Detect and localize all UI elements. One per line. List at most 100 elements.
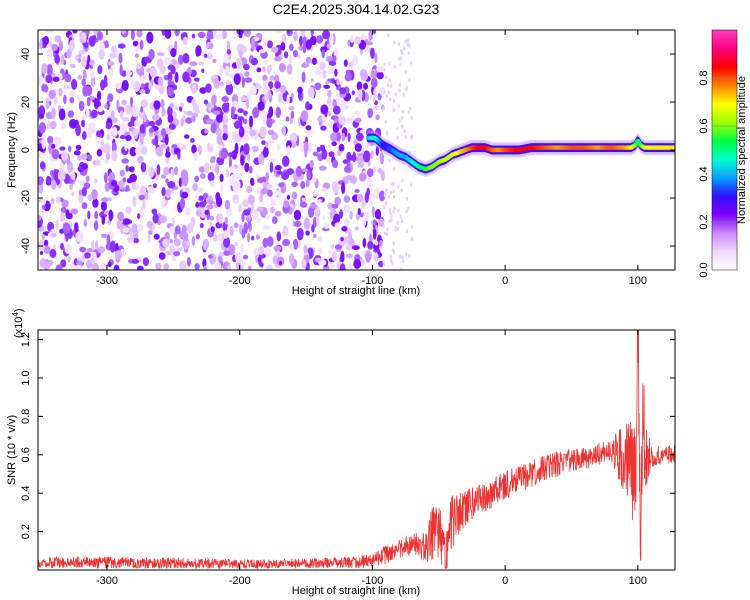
noise-blob xyxy=(43,84,49,93)
noise-blob xyxy=(81,115,88,120)
spectrogram-y-axis: -40 -20 0 20 40 xyxy=(20,48,675,254)
noise-blob xyxy=(321,148,328,160)
noise-blob xyxy=(42,35,50,46)
noise-blob xyxy=(285,116,290,122)
noise-blob-sparse xyxy=(407,110,410,115)
colorbar-tick-label: 0.8 xyxy=(698,70,710,85)
noise-blob xyxy=(372,228,377,240)
noise-blob xyxy=(114,250,122,260)
noise-blob-sparse xyxy=(390,217,393,222)
noise-blob xyxy=(144,191,149,200)
noise-blob xyxy=(71,78,78,90)
noise-blob xyxy=(229,225,234,237)
noise-blob xyxy=(168,123,176,130)
noise-blob xyxy=(195,233,200,240)
noise-blob xyxy=(51,232,57,237)
noise-blob xyxy=(85,86,93,97)
noise-blob xyxy=(153,233,160,240)
noise-blob xyxy=(231,100,238,107)
noise-blob xyxy=(225,169,230,178)
noise-blob xyxy=(343,59,348,67)
noise-blob xyxy=(356,81,363,91)
noise-blob xyxy=(41,63,48,75)
noise-blob xyxy=(305,125,312,131)
noise-blob xyxy=(146,220,153,229)
noise-blob xyxy=(197,187,204,194)
noise-blob xyxy=(357,208,361,216)
noise-blob-sparse xyxy=(400,267,403,270)
noise-blob xyxy=(331,251,338,262)
noise-blob xyxy=(346,253,353,259)
noise-blob xyxy=(281,155,290,167)
noise-blob xyxy=(340,237,344,242)
noise-blob xyxy=(323,84,331,89)
noise-blob xyxy=(51,180,57,190)
noise-blob xyxy=(312,151,319,157)
noise-blob-sparse xyxy=(404,39,408,44)
noise-blob-sparse xyxy=(387,33,390,38)
noise-blob xyxy=(306,56,312,64)
noise-blob-sparse xyxy=(398,88,401,93)
noise-blob xyxy=(160,128,167,137)
noise-blob xyxy=(265,171,270,182)
noise-blob xyxy=(198,61,205,66)
noise-blob xyxy=(270,198,276,207)
noise-blob xyxy=(375,114,380,121)
noise-blob xyxy=(359,172,367,182)
noise-blob xyxy=(195,50,200,57)
noise-blob xyxy=(262,237,269,248)
noise-blob xyxy=(161,187,166,197)
noise-blob xyxy=(171,144,178,149)
noise-blob xyxy=(127,121,134,128)
noise-blob xyxy=(203,242,208,251)
noise-blob xyxy=(137,155,144,164)
noise-blob xyxy=(248,166,253,174)
noise-blob-sparse xyxy=(392,108,395,113)
noise-blob xyxy=(66,48,72,59)
noise-blob xyxy=(137,265,144,270)
noise-blob xyxy=(373,30,376,35)
noise-blob xyxy=(243,143,250,155)
noise-blob xyxy=(372,219,377,227)
noise-blob xyxy=(93,178,98,184)
noise-blob xyxy=(60,206,67,213)
noise-blob xyxy=(165,188,171,199)
noise-blob xyxy=(224,65,230,77)
noise-blob-sparse xyxy=(391,248,394,253)
noise-blob xyxy=(39,251,44,255)
noise-blob xyxy=(255,234,261,240)
noise-blob xyxy=(302,43,307,54)
noise-blob xyxy=(75,231,84,243)
noise-blob xyxy=(264,247,272,257)
noise-blob-sparse xyxy=(392,181,395,186)
noise-blob-sparse xyxy=(405,196,409,201)
colorbar: 0.0 0.2 0.4 0.6 0.8 Normalized spectral ampl… xyxy=(698,29,748,278)
noise-blob xyxy=(245,98,250,110)
noise-blob xyxy=(311,224,315,233)
noise-blob xyxy=(276,231,282,242)
noise-blob-sparse xyxy=(382,262,385,267)
noise-blob xyxy=(378,218,385,226)
noise-blob xyxy=(173,251,181,257)
noise-blob xyxy=(203,53,208,58)
noise-blob xyxy=(208,43,213,50)
noise-blob xyxy=(222,230,229,239)
noise-blob-sparse xyxy=(382,205,386,210)
noise-blob xyxy=(195,209,202,217)
noise-blob xyxy=(129,173,138,183)
noise-blob xyxy=(303,244,308,253)
noise-blob-sparse xyxy=(398,118,401,123)
noise-blob xyxy=(305,39,312,50)
noise-blob xyxy=(191,115,196,123)
noise-blob xyxy=(356,193,364,203)
noise-blob xyxy=(334,244,343,250)
noise-blob xyxy=(38,113,45,119)
noise-blob xyxy=(101,197,109,203)
noise-blob xyxy=(258,153,265,165)
noise-blob xyxy=(301,63,308,68)
noise-blob xyxy=(339,209,344,219)
noise-blob xyxy=(212,110,221,116)
noise-blob xyxy=(130,30,135,41)
noise-blob xyxy=(289,55,293,66)
figure-title: C2E4.2025.304.14.02.G23 xyxy=(273,1,440,17)
